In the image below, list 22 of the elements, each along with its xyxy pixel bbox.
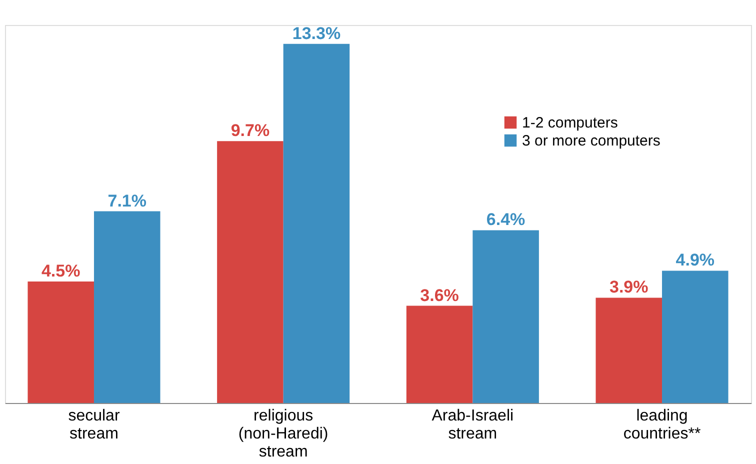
x-tick-label: Arab-Israeli stream (432, 408, 514, 442)
data-label: 7.1% (108, 191, 146, 210)
bar (217, 141, 284, 403)
bar (662, 270, 728, 403)
bar (94, 211, 160, 403)
data-label: 4.5% (41, 262, 80, 280)
x-tick-label: religious (non-Haredi) stream (238, 408, 328, 460)
data-label: 13.3% (292, 24, 341, 43)
x-tick-label: leading countries** (623, 408, 701, 442)
data-label: 3.6% (420, 286, 459, 305)
bar (406, 306, 473, 403)
data-label: 9.7% (230, 121, 270, 140)
data-label: 6.4% (486, 210, 526, 230)
bar (472, 230, 539, 403)
x-tick-label: secular stream (68, 408, 120, 442)
legend-label: 1-2 computers (522, 114, 618, 132)
bar (28, 282, 94, 403)
bar (283, 44, 350, 403)
data-label: 4.9% (676, 250, 715, 270)
bar (596, 298, 662, 403)
legend-label: 3 or more computers (522, 132, 660, 150)
data-label: 3.9% (610, 278, 648, 297)
